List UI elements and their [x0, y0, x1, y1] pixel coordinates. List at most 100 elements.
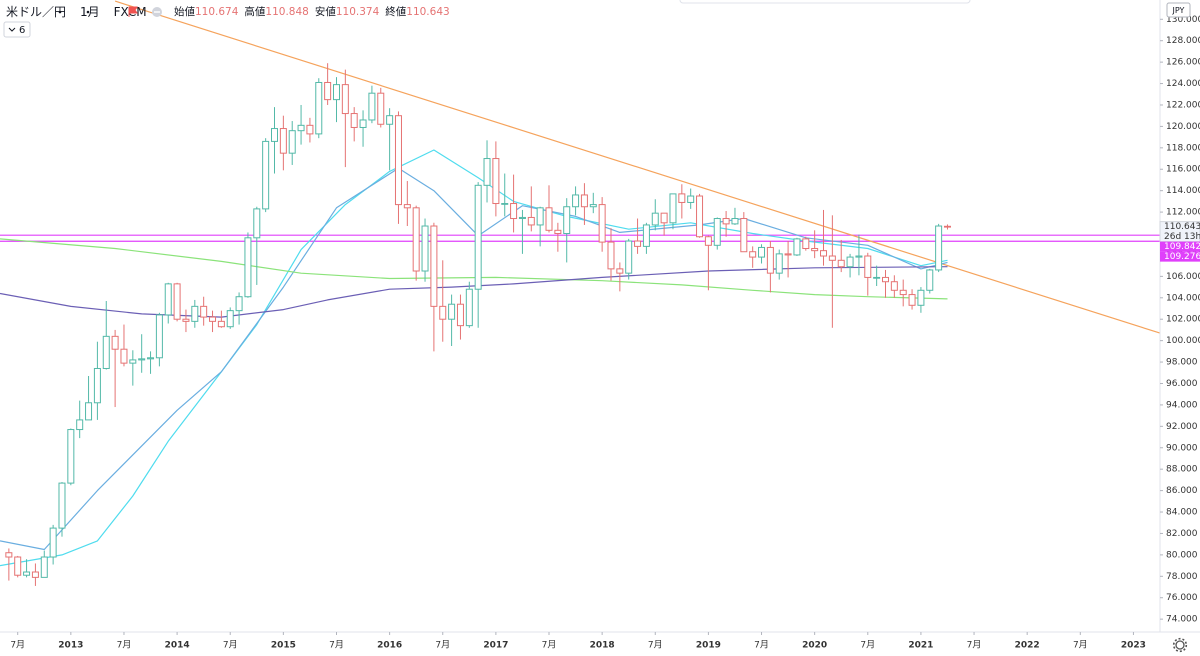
candle: [439, 260, 447, 342]
trendline: [114, 0, 1161, 334]
candle: [527, 186, 535, 232]
candle-body: [811, 248, 819, 252]
candle-body: [607, 241, 615, 270]
candle-body: [76, 419, 84, 431]
candle: [501, 173, 509, 217]
candle-body: [474, 184, 482, 290]
candle-body: [332, 84, 340, 101]
y-tick-label: 94.000: [1166, 400, 1198, 410]
timeframe: 1月: [80, 5, 100, 19]
candle-body: [704, 236, 712, 246]
candle: [943, 224, 951, 230]
candle: [456, 294, 464, 340]
settings-icon[interactable]: [1172, 637, 1188, 653]
candle-body: [315, 81, 323, 135]
candle: [209, 310, 217, 333]
candle-body: [625, 240, 633, 274]
candle: [31, 563, 39, 586]
moving-average: [0, 266, 948, 318]
candle-body: [253, 208, 261, 239]
candle-body: [873, 276, 881, 279]
candle: [634, 218, 642, 254]
hline-label: 109.842: [1164, 242, 1200, 252]
candle: [740, 212, 748, 253]
candle: [173, 282, 181, 322]
candle: [403, 181, 411, 227]
moving-average: [0, 149, 948, 567]
ohlc-value: 110.848: [265, 6, 308, 18]
candle: [76, 400, 84, 439]
candle-body: [138, 358, 146, 361]
candle: [147, 351, 155, 374]
candle-body: [483, 158, 491, 186]
ohlc-label: 始値: [174, 5, 195, 18]
y-tick-label: 90.000: [1166, 443, 1198, 453]
candle: [279, 115, 287, 171]
candle: [324, 63, 332, 105]
candle: [598, 197, 606, 252]
x-tick-label: 7月: [860, 640, 875, 651]
candle: [554, 222, 562, 252]
candle-body: [14, 556, 22, 576]
candle-body: [448, 303, 456, 320]
candle-body: [554, 229, 562, 235]
candle-body: [793, 238, 801, 256]
last-price: 110.643: [1164, 222, 1200, 232]
x-tick-label: 7月: [329, 640, 344, 651]
x-tick-label: 2018: [590, 641, 615, 651]
candle-body: [492, 158, 500, 205]
candle: [191, 299, 199, 328]
candle: [93, 341, 101, 420]
candle: [164, 282, 172, 324]
candle: [226, 307, 234, 329]
y-tick-label: 114.000: [1166, 186, 1200, 196]
candle-body: [31, 571, 39, 578]
indicator-count: 6: [19, 25, 25, 36]
y-tick-label: 102.000: [1166, 315, 1200, 325]
candle: [200, 296, 208, 326]
candle-body: [439, 305, 447, 320]
candle: [651, 199, 659, 231]
candle: [864, 252, 872, 296]
candle: [793, 237, 801, 257]
candle-body: [421, 225, 429, 272]
candle-body: [837, 259, 845, 268]
candle: [855, 234, 863, 276]
flag-icon[interactable]: [128, 6, 138, 17]
y-tick-label: 100.000: [1166, 336, 1200, 346]
ohlc-value: 110.374: [336, 6, 380, 18]
candle: [465, 281, 473, 328]
symbol-line: 米ドル／円1月FXCM: [6, 5, 147, 19]
separator-dot: [58, 10, 62, 14]
candle: [616, 262, 624, 292]
candle: [448, 294, 456, 346]
candle: [306, 117, 314, 143]
candle-body: [350, 113, 358, 128]
axes: 130.000 128.000 126.000 124.000 122.000 120.0…: [10, 15, 1200, 651]
candle-body: [545, 207, 553, 231]
candle-body: [864, 255, 872, 278]
candle-body: [820, 250, 828, 257]
candle: [775, 249, 783, 280]
x-tick-label: 2014: [165, 641, 190, 651]
currency-box[interactable]: [1166, 2, 1191, 18]
candle: [483, 140, 491, 203]
candle: [926, 268, 934, 294]
candle: [129, 350, 137, 386]
y-tick-label: 106.000: [1166, 272, 1200, 282]
candle: [85, 375, 93, 421]
candle-body: [687, 195, 695, 203]
candle: [766, 241, 774, 293]
indicator-toggle[interactable]: [3, 21, 31, 38]
y-tick-label: 84.000: [1166, 508, 1198, 518]
x-tick-label: 7月: [967, 640, 982, 651]
candle: [704, 235, 712, 291]
x-tick-label: 7月: [10, 640, 25, 651]
symbol: 米ドル／円: [6, 5, 66, 19]
ohlc-label: 高値: [244, 5, 265, 18]
candle-body: [120, 348, 128, 364]
y-tick-label: 96.000: [1166, 379, 1198, 389]
candle: [908, 289, 916, 310]
chevron: [8, 27, 16, 32]
